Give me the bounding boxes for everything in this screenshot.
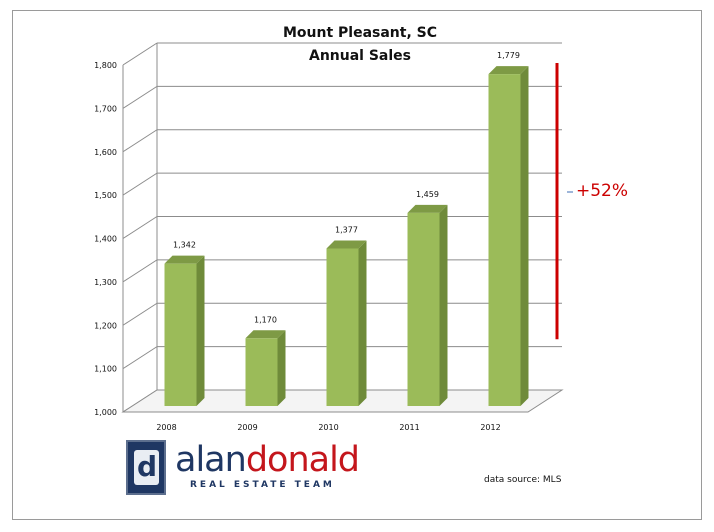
chart-title-line1: Mount Pleasant, SC [282, 25, 438, 41]
bar-side [520, 66, 529, 406]
annotation-label: +52% [576, 181, 628, 201]
y-tick-label: 1,200 [94, 321, 117, 330]
x-tick-label: 2012 [480, 423, 500, 432]
bar-top [164, 255, 205, 264]
logo-mark-icon: d [126, 440, 166, 495]
gridline-side [122, 42, 158, 66]
y-tick-label: 1,500 [94, 191, 117, 200]
gridline-side [122, 129, 158, 153]
data-label: 1,459 [416, 190, 439, 199]
brand-name-part2: donald [245, 440, 360, 480]
gridline-side [122, 85, 158, 109]
bar-top [488, 66, 529, 75]
y-tick-label: 1,400 [94, 235, 117, 244]
bar-side [439, 204, 448, 406]
y-tick-label: 1,600 [94, 148, 117, 157]
gridline-side [122, 172, 158, 196]
brand-name: alandonald [175, 440, 360, 480]
data-label: 1,779 [497, 51, 520, 60]
bar [164, 263, 197, 406]
chart-title-line2: Annual Sales [308, 48, 411, 64]
logo-letter: d [137, 450, 158, 483]
bar-top [407, 204, 448, 213]
gridline-side [122, 302, 158, 326]
data-label: 1,377 [335, 225, 358, 234]
x-tick-label: 2009 [237, 423, 257, 432]
bar [245, 338, 278, 406]
y-tick-label: 1,700 [94, 104, 117, 113]
y-tick-label: 1,100 [94, 365, 117, 374]
y-tick-label: 1,000 [94, 408, 117, 417]
brand-name-part1: alan [175, 440, 247, 480]
data-label: 1,342 [173, 241, 196, 250]
y-tick-label: 1,300 [94, 278, 117, 287]
bar-side [196, 255, 205, 406]
gridline-side [122, 216, 158, 239]
x-tick-label: 2011 [399, 423, 419, 432]
bar-side [277, 330, 286, 406]
bar-top [326, 240, 367, 249]
data-label: 1,170 [254, 315, 277, 324]
bar-side [358, 240, 367, 406]
bar [407, 212, 440, 406]
bar [326, 248, 359, 406]
bar-top [245, 330, 286, 339]
brand-tagline: REAL ESTATE TEAM [190, 480, 335, 490]
y-tick-label: 1,800 [94, 61, 117, 70]
gridline-side [122, 259, 158, 283]
x-tick-label: 2008 [156, 423, 176, 432]
data-source-note: data source: MLS [484, 475, 562, 485]
bar [488, 74, 521, 406]
gridline-side [122, 346, 158, 370]
x-tick-label: 2010 [318, 423, 338, 432]
